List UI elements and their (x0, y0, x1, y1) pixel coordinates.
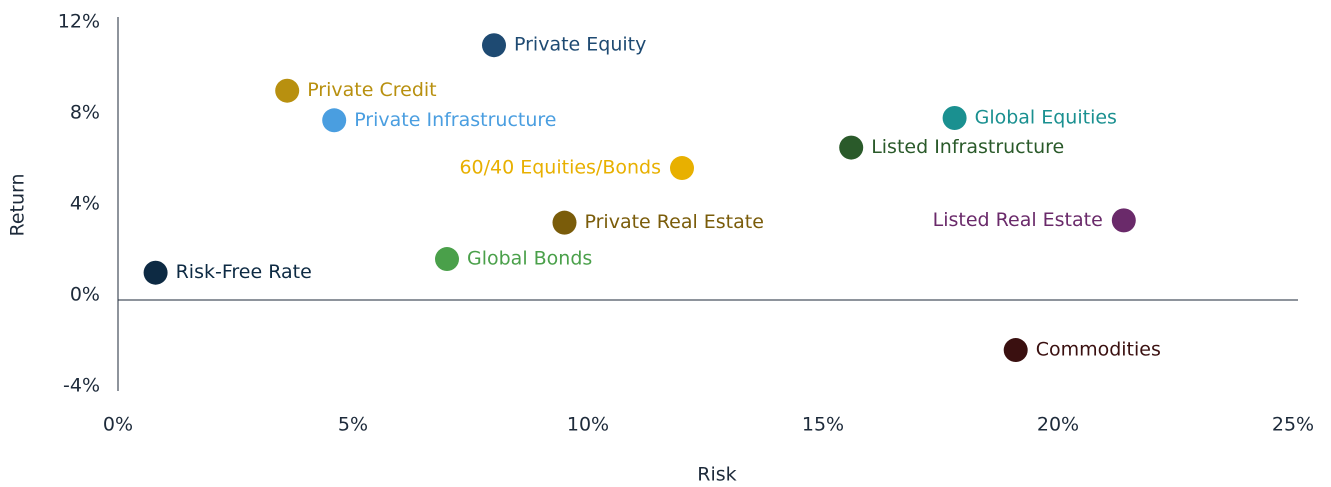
point (482, 33, 506, 58)
point (435, 247, 459, 272)
point-label: Listed Real Estate (933, 209, 1103, 231)
point (322, 108, 347, 133)
point (143, 260, 168, 285)
point-label: Private Infrastructure (354, 109, 556, 131)
point (839, 135, 864, 160)
x-tick-label: 25% (1272, 414, 1314, 436)
x-tick-label: 5% (338, 414, 368, 436)
point (275, 78, 300, 103)
point-label: Global Bonds (467, 248, 592, 270)
y-tick-label: 4% (70, 193, 100, 215)
point (552, 210, 577, 235)
point-label: Listed Infrastructure (871, 136, 1064, 158)
x-tick-label: 0% (103, 414, 133, 436)
point-label: Commodities (1036, 339, 1161, 361)
point (1111, 208, 1136, 233)
x-tick-label: 15% (802, 414, 844, 436)
x-tick-label: 10% (567, 414, 609, 436)
y-tick-label: 0% (70, 284, 100, 306)
y-axis-label: Return (7, 173, 29, 236)
x-tick-label: 20% (1037, 414, 1079, 436)
y-tick-label: 12% (58, 11, 100, 33)
y-tick-label: -4% (63, 375, 100, 397)
point-label: Private Real Estate (585, 211, 764, 233)
y-tick-label: 8% (70, 102, 100, 124)
point-label: Risk-Free Rate (176, 261, 312, 283)
point-label: Private Equity (514, 34, 646, 56)
point-label: Private Credit (307, 79, 436, 101)
point (670, 156, 694, 181)
point (942, 106, 967, 130)
point (1003, 338, 1028, 363)
point-label: Global Equities (975, 107, 1117, 129)
x-axis-label: Risk (697, 464, 736, 486)
point-label: 60/40 Equities/Bonds (459, 157, 661, 179)
